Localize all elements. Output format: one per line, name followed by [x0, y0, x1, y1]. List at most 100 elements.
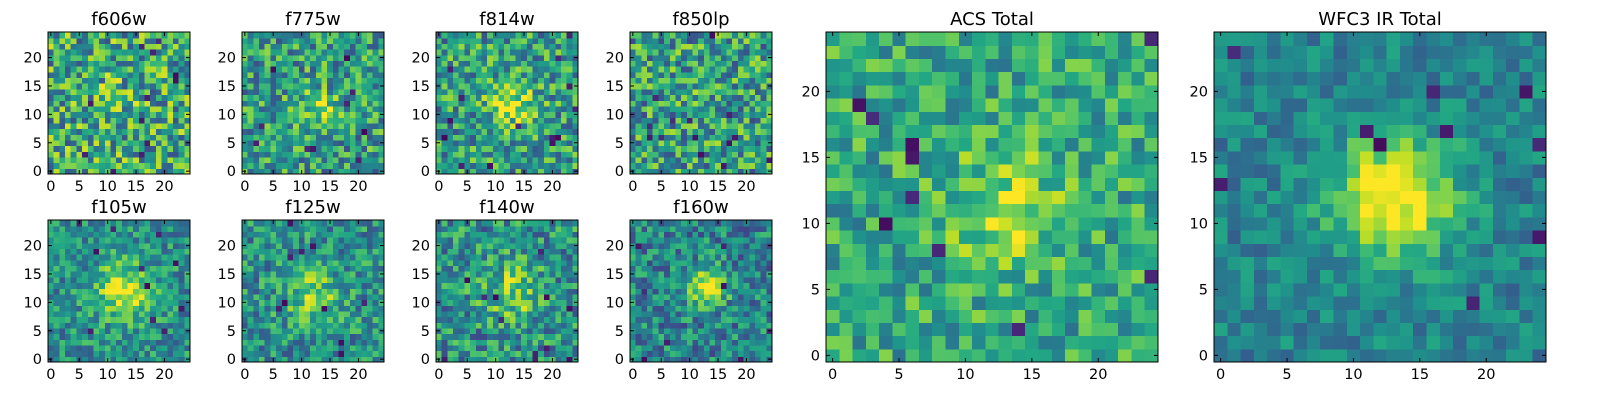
heatmap-cell [675, 60, 682, 67]
heatmap-cell [127, 254, 134, 261]
heatmap-cell [178, 350, 185, 357]
heatmap-cell [749, 305, 756, 312]
heatmap-cell [498, 111, 505, 118]
heatmap-cell [720, 139, 728, 147]
heatmap-cell [521, 242, 528, 249]
heatmap-cell [310, 43, 317, 50]
heatmap-cell [447, 83, 454, 90]
heatmap-cell [675, 37, 682, 44]
heatmap-cell [293, 271, 300, 278]
heatmap-cell [287, 327, 294, 335]
heatmap-cell [464, 225, 471, 232]
heatmap-cell [298, 259, 306, 267]
heatmap-cell [572, 43, 579, 50]
heatmap-cell [732, 32, 739, 39]
heatmap-cell [361, 339, 368, 346]
heatmap-cell [572, 225, 579, 232]
heatmap-cell [532, 37, 539, 44]
heatmap-cell [298, 248, 306, 255]
heatmap-cell [504, 111, 511, 118]
heatmap-cell [172, 293, 180, 301]
heatmap-cell [70, 271, 77, 278]
heatmap-cell [526, 111, 534, 118]
heatmap-cell [372, 151, 379, 158]
heatmap-cell [521, 162, 528, 169]
heatmap-cell [82, 350, 89, 357]
heatmap-cell [76, 49, 83, 56]
heatmap-cell [447, 248, 454, 255]
heatmap-cell [321, 248, 328, 255]
heatmap-cell [310, 37, 317, 44]
heatmap-cell [720, 71, 728, 79]
heatmap-cell [127, 282, 134, 289]
heatmap-cell [304, 293, 311, 301]
heatmap-cell [703, 310, 711, 318]
heatmap-cell [121, 225, 129, 232]
heatmap-cell [93, 259, 100, 267]
heatmap-cell [332, 282, 340, 289]
y-tick-label: 5 [421, 136, 430, 152]
heatmap-cell [686, 299, 694, 306]
heatmap-cell [121, 145, 129, 152]
heatmap-cell [253, 237, 260, 244]
heatmap-cell [521, 254, 528, 261]
heatmap-cell [184, 220, 191, 227]
heatmap-cell [247, 71, 254, 79]
heatmap-cell [87, 66, 95, 73]
heatmap-cell [664, 293, 671, 301]
heatmap-cell [732, 305, 739, 312]
heatmap-cell [349, 105, 357, 113]
heatmap-cell [481, 83, 488, 90]
heatmap-cell [366, 225, 374, 232]
heatmap-cell [487, 271, 494, 278]
heatmap-cell [161, 66, 168, 73]
heatmap-cell [344, 271, 351, 278]
heatmap-cell [737, 94, 745, 101]
heatmap-cell [65, 259, 72, 267]
heatmap-cell [515, 32, 522, 39]
heatmap-cell [681, 344, 688, 352]
heatmap-cell [641, 139, 648, 147]
heatmap-cell [555, 316, 562, 323]
heatmap-cell [675, 327, 682, 335]
heatmap-cell [641, 316, 648, 323]
heatmap-cell [361, 145, 368, 152]
heatmap-cell [560, 305, 568, 312]
x-tick-label: 20 [349, 179, 367, 195]
heatmap-cell [138, 77, 146, 84]
heatmap-cell [630, 305, 637, 312]
heatmap-cell [464, 117, 471, 124]
heatmap-cell [475, 231, 483, 238]
heatmap-cell [749, 327, 756, 335]
heatmap-cell [464, 54, 471, 61]
heatmap-cell [703, 66, 711, 73]
heatmap-cell [498, 344, 505, 352]
heatmap-cell [70, 333, 77, 340]
heatmap-cell [669, 333, 677, 340]
heatmap-cell [475, 71, 483, 79]
heatmap-cell [532, 271, 539, 278]
heatmap-cell [555, 162, 562, 169]
heatmap-cell [161, 162, 168, 169]
heatmap-cell [470, 151, 477, 158]
heatmap-cell [242, 134, 249, 141]
heatmap-cell [504, 276, 511, 284]
heatmap-cell [355, 83, 362, 90]
heatmap-cell [276, 43, 283, 50]
heatmap-cell [93, 139, 100, 147]
axes-frame [241, 219, 385, 363]
heatmap-cell [681, 162, 688, 169]
heatmap-cell [749, 168, 756, 175]
heatmap-cell [93, 49, 100, 56]
heatmap-cell [647, 117, 654, 124]
heatmap-cell [436, 350, 443, 357]
heatmap-cell [161, 111, 168, 118]
heatmap-cell [315, 151, 323, 158]
heatmap-cell [543, 60, 551, 67]
heatmap-cell [543, 288, 551, 295]
heatmap-cell [133, 60, 140, 67]
heatmap-cell [572, 88, 579, 96]
heatmap-cell [475, 77, 483, 84]
heatmap-cell [720, 344, 728, 352]
heatmap-cell [538, 32, 545, 39]
